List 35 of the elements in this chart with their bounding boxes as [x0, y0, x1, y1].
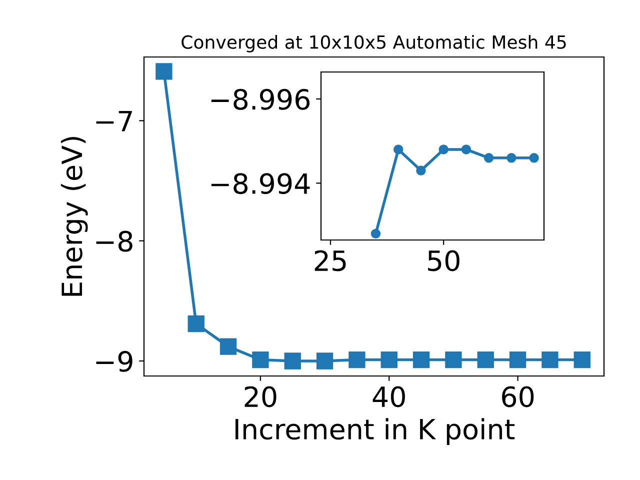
- point: [416, 166, 426, 176]
- y-tick-label: −7: [96, 110, 132, 132]
- point: [284, 352, 301, 370]
- y-tick-label: −9: [96, 350, 132, 372]
- y-tick-label: −8.996: [211, 88, 310, 110]
- point: [574, 351, 590, 368]
- point: [438, 144, 448, 154]
- point: [348, 351, 366, 368]
- point: [461, 144, 472, 154]
- point: [380, 351, 398, 368]
- chart-title: Converged at 10x10x5 Automatic Mesh 45: [182, 34, 566, 52]
- x-tick-label: 20: [244, 386, 276, 408]
- point: [484, 153, 494, 163]
- point: [393, 144, 404, 154]
- point: [509, 351, 526, 368]
- y-axis-title: Energy (eV): [60, 136, 88, 296]
- x-tick-label: 25: [314, 250, 346, 272]
- x-tick-label: 60: [502, 386, 534, 408]
- x-axis-title: Increment in K point: [235, 418, 515, 446]
- point: [506, 153, 516, 163]
- point: [370, 228, 381, 239]
- point: [412, 351, 430, 368]
- point: [252, 351, 269, 368]
- point: [445, 351, 462, 368]
- x-tick-label: 50: [428, 250, 460, 272]
- point: [156, 63, 172, 80]
- y-tick-label: −8: [96, 230, 132, 252]
- point: [529, 153, 539, 163]
- point: [542, 351, 558, 368]
- point: [188, 315, 204, 332]
- x-tick-label: 40: [372, 386, 405, 408]
- point: [316, 352, 334, 370]
- point: [220, 338, 237, 355]
- y-tick-label: −8.994: [211, 173, 310, 194]
- point: [477, 351, 494, 368]
